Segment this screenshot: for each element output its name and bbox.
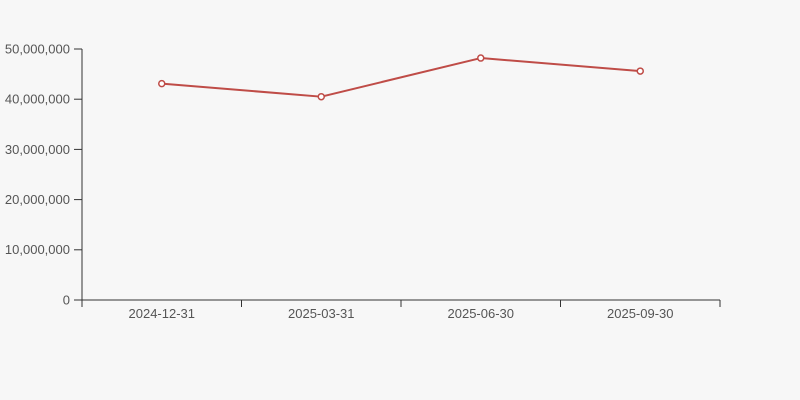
x-axis-tick-label: 2025-06-30 <box>448 306 515 321</box>
data-point-marker[interactable] <box>317 92 325 101</box>
data-point-marker[interactable] <box>477 54 485 62</box>
y-axis-tick-label: 30,000,000 <box>5 142 70 157</box>
y-axis-tick-label: 0 <box>63 292 70 307</box>
x-axis-tick-label: 2024-12-31 <box>129 306 196 321</box>
x-axis-tick-label: 2025-09-30 <box>607 306 674 321</box>
y-axis-tick-label: 50,000,000 <box>5 41 70 56</box>
data-point-marker[interactable] <box>158 79 166 88</box>
y-axis-tick-label: 20,000,000 <box>5 192 70 207</box>
y-axis-tick-label: 40,000,000 <box>5 92 70 107</box>
y-axis-tick-label: 10,000,000 <box>5 242 70 257</box>
line-series <box>160 57 642 98</box>
data-point-marker[interactable] <box>636 67 644 75</box>
x-axis-tick-label: 2025-03-31 <box>288 306 355 321</box>
